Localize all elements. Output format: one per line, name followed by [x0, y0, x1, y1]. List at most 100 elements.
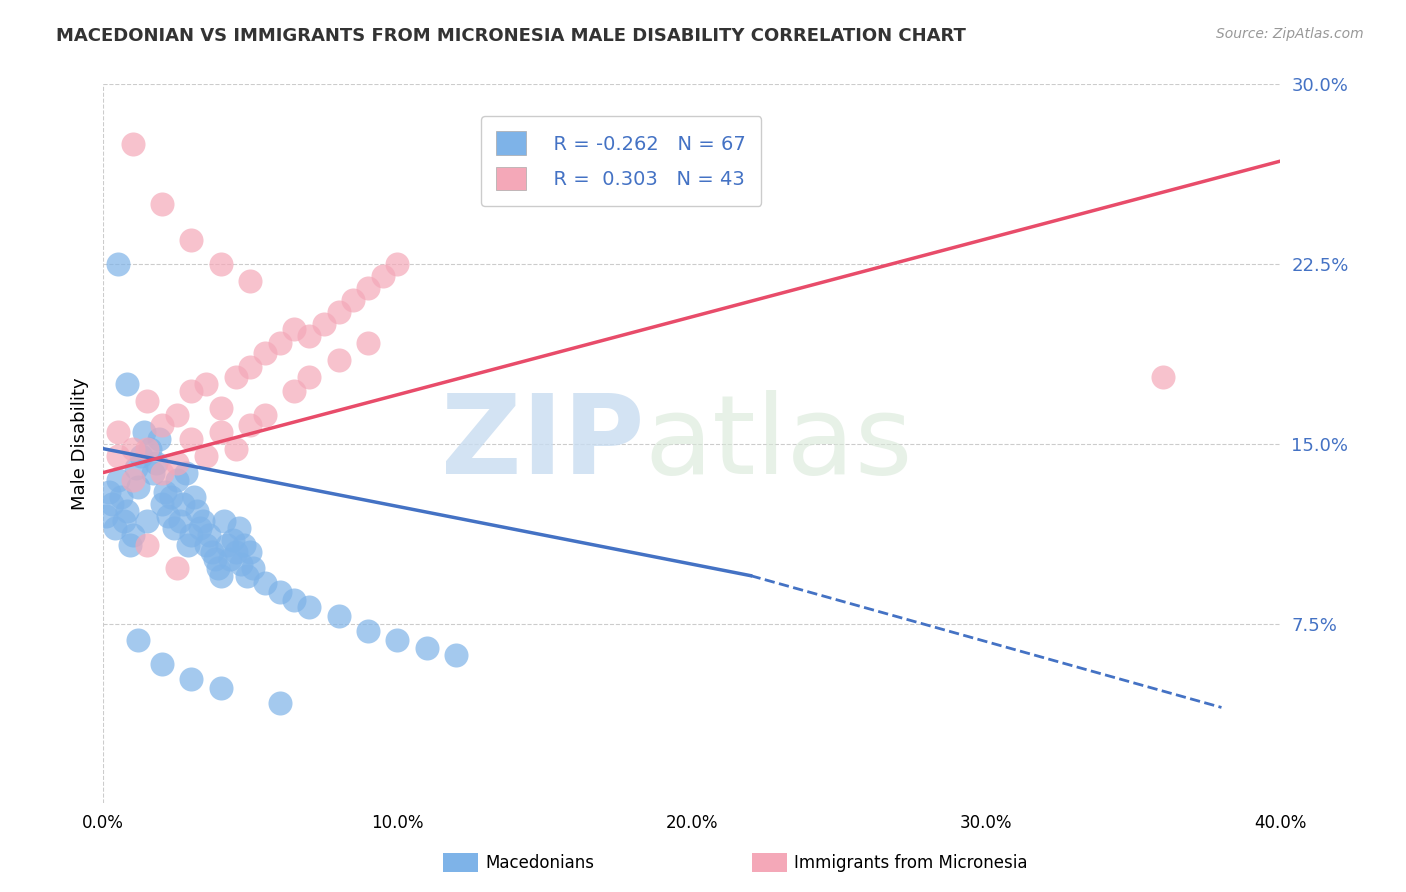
Point: [110, 490, 132, 504]
Point: [180, 432, 202, 446]
Point: [145, 456, 167, 470]
Text: MACEDONIAN VS IMMIGRANTS FROM MICRONESIA MALE DISABILITY CORRELATION CHART: MACEDONIAN VS IMMIGRANTS FROM MICRONESIA…: [56, 27, 966, 45]
Point: [150, 417, 173, 432]
Point: [188, 521, 211, 535]
Point: [166, 456, 188, 470]
Point: [121, 473, 143, 487]
Point: [193, 514, 215, 528]
Point: [239, 544, 262, 558]
Point: [357, 281, 380, 295]
Point: [183, 490, 205, 504]
Point: [446, 648, 468, 662]
Point: [209, 425, 232, 439]
Point: [172, 497, 194, 511]
Point: [215, 537, 238, 551]
Point: [201, 544, 224, 558]
Point: [328, 353, 350, 368]
Point: [169, 514, 191, 528]
Point: [107, 473, 129, 487]
Point: [283, 384, 305, 399]
Point: [148, 432, 170, 446]
Point: [269, 336, 291, 351]
Text: ZIP: ZIP: [441, 391, 644, 498]
Text: Immigrants from Micronesia: Immigrants from Micronesia: [794, 854, 1028, 871]
Point: [131, 449, 153, 463]
Point: [124, 460, 146, 475]
Point: [209, 568, 232, 582]
Point: [153, 484, 176, 499]
Point: [207, 561, 229, 575]
Point: [127, 480, 149, 494]
Point: [312, 317, 335, 331]
Point: [118, 537, 141, 551]
Point: [139, 442, 162, 456]
Point: [134, 425, 156, 439]
Point: [166, 408, 188, 422]
Point: [298, 329, 321, 343]
Point: [387, 257, 409, 271]
Point: [180, 672, 202, 686]
Point: [328, 305, 350, 319]
Point: [121, 442, 143, 456]
Point: [298, 599, 321, 614]
Point: [371, 269, 394, 284]
Point: [159, 490, 181, 504]
Point: [166, 561, 188, 575]
Text: Source: ZipAtlas.com: Source: ZipAtlas.com: [1216, 27, 1364, 41]
Point: [228, 521, 250, 535]
Point: [136, 393, 159, 408]
Point: [233, 537, 256, 551]
Point: [104, 521, 127, 535]
Point: [156, 508, 179, 523]
Point: [150, 466, 173, 480]
Point: [136, 442, 159, 456]
Point: [283, 322, 305, 336]
Point: [209, 401, 232, 415]
Point: [225, 369, 247, 384]
Point: [242, 561, 264, 575]
Point: [253, 346, 276, 360]
Point: [342, 293, 364, 307]
Point: [121, 137, 143, 152]
Point: [225, 544, 247, 558]
Point: [150, 657, 173, 672]
Point: [94, 508, 117, 523]
Point: [231, 557, 253, 571]
Point: [253, 575, 276, 590]
Point: [269, 585, 291, 599]
Point: [212, 514, 235, 528]
Point: [204, 552, 226, 566]
Point: [225, 442, 247, 456]
Text: Macedonians: Macedonians: [485, 854, 595, 871]
Point: [115, 504, 138, 518]
Point: [136, 537, 159, 551]
Point: [107, 257, 129, 271]
Point: [416, 640, 439, 655]
Point: [1152, 369, 1174, 384]
Text: atlas: atlas: [644, 391, 912, 498]
Point: [107, 449, 129, 463]
Point: [150, 497, 173, 511]
Legend:   R = -0.262   N = 67,   R =  0.303   N = 43: R = -0.262 N = 67, R = 0.303 N = 43: [481, 116, 762, 206]
Point: [163, 521, 186, 535]
Point: [357, 336, 380, 351]
Point: [112, 514, 135, 528]
Point: [195, 376, 218, 391]
Point: [195, 537, 218, 551]
Point: [177, 537, 200, 551]
Point: [218, 552, 240, 566]
Point: [198, 528, 221, 542]
Point: [209, 257, 232, 271]
Point: [195, 449, 218, 463]
Y-axis label: Male Disability: Male Disability: [72, 377, 89, 510]
Point: [253, 408, 276, 422]
Point: [236, 568, 259, 582]
Point: [180, 528, 202, 542]
Point: [107, 425, 129, 439]
Point: [136, 514, 159, 528]
Point: [221, 533, 243, 547]
Point: [180, 233, 202, 247]
Point: [239, 274, 262, 288]
Point: [180, 384, 202, 399]
Point: [357, 624, 380, 638]
